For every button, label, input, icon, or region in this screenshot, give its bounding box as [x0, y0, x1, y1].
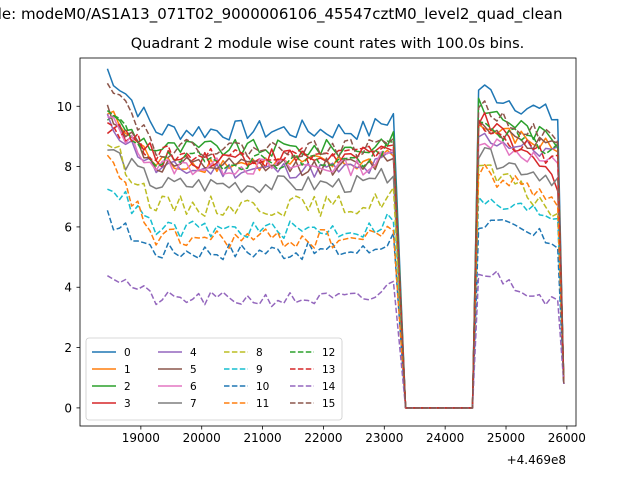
- series-line-4: [106, 113, 565, 409]
- y-tick-label: 4: [64, 281, 72, 295]
- series-line-11: [106, 154, 565, 409]
- x-tick-label: 21000: [243, 431, 281, 445]
- legend-label-1: 1: [124, 364, 131, 376]
- x-tick-label: 24000: [426, 431, 464, 445]
- legend-label-0: 0: [124, 347, 131, 359]
- series-line-10: [106, 210, 565, 409]
- y-tick-label: 8: [64, 160, 72, 174]
- x-offset-label: +4.469e8: [507, 453, 566, 467]
- series-line-9: [107, 188, 565, 409]
- figure-suptitle: n file: modeM0/AS1A13_071T02_9000006106_…: [0, 5, 563, 23]
- y-tick-label: 10: [57, 100, 72, 114]
- series-line-14: [107, 270, 565, 409]
- legend-label-14: 14: [322, 381, 336, 393]
- x-tick-label: 20000: [183, 431, 221, 445]
- legend-label-8: 8: [256, 347, 263, 359]
- axes-layer: 19000 20000 21000 22000 23000 24000 25000 26000…: [57, 57, 586, 467]
- y-tick-label: 6: [64, 220, 72, 234]
- legend-label-6: 6: [190, 381, 197, 393]
- series-line-13: [107, 119, 565, 409]
- plot-frame: [79, 57, 577, 427]
- series-line-15: [106, 82, 565, 409]
- legend-label-11: 11: [256, 398, 269, 410]
- legend-label-3: 3: [124, 398, 131, 410]
- series-line-7: [107, 146, 565, 409]
- legend-label-7: 7: [190, 398, 197, 410]
- x-tick-label: 26000: [548, 431, 586, 445]
- y-tick-label: 2: [64, 341, 72, 355]
- legend-label-9: 9: [256, 364, 263, 376]
- series-line-0: [106, 68, 565, 409]
- legend-box: [85, 337, 343, 421]
- legend-label-13: 13: [322, 364, 335, 376]
- x-tick-label: 23000: [365, 431, 403, 445]
- legend-label-2: 2: [124, 381, 131, 393]
- x-tick-label: 25000: [487, 431, 525, 445]
- series-layer: [106, 68, 565, 409]
- series-line-8: [107, 144, 565, 409]
- y-tick-label: 0: [64, 401, 72, 415]
- legend-label-4: 4: [190, 347, 197, 359]
- chart-title: Quadrant 2 module wise count rates with …: [130, 36, 525, 52]
- legend-label-15: 15: [322, 398, 335, 410]
- legend-label-12: 12: [322, 347, 335, 359]
- series-line-2: [106, 97, 565, 409]
- legend-label-5: 5: [190, 364, 197, 376]
- x-tick-label: 19000: [122, 431, 160, 445]
- x-tick-label: 22000: [304, 431, 342, 445]
- legend-label-10: 10: [256, 381, 269, 393]
